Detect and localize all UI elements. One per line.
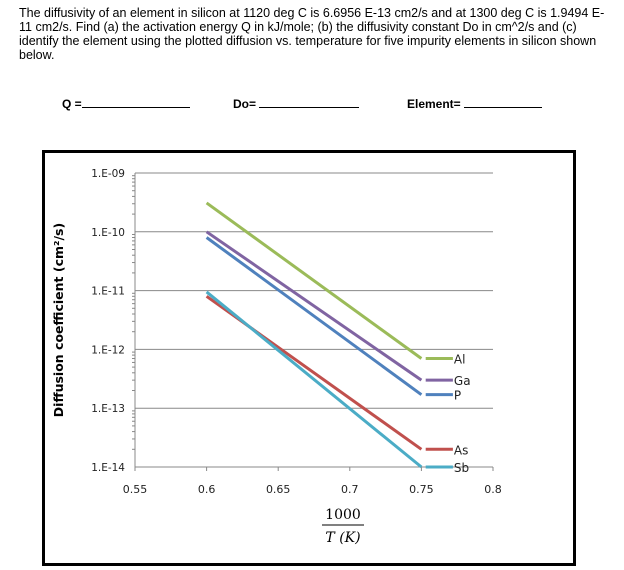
element-blank[interactable] xyxy=(464,96,543,108)
legend-label-As: As xyxy=(454,443,468,457)
chart-frame xyxy=(42,150,576,566)
y-tick-label: 1.E-12 xyxy=(91,344,125,356)
q-label: Q = xyxy=(62,97,82,111)
y-tick-label: 1.E-13 xyxy=(91,403,125,415)
legend-label-Sb: Sb xyxy=(454,461,469,475)
legend-label-P: P xyxy=(454,389,461,403)
do-label: Do= xyxy=(233,97,257,111)
y-tick-label: 1.E-14 xyxy=(91,462,125,474)
y-tick-label: 1.E-10 xyxy=(91,227,125,239)
legend-label-Al: Al xyxy=(454,353,466,367)
element-label: Element= xyxy=(407,97,461,111)
x-tick-label: 0.7 xyxy=(341,483,359,496)
x-label-denominator: T (K) xyxy=(325,530,360,546)
x-tick-label: 0.6 xyxy=(198,483,216,496)
x-tick-label: 0.75 xyxy=(409,483,434,496)
do-answer: Do= xyxy=(233,96,360,111)
series-line-Ga xyxy=(205,230,423,382)
y-axis-label: Diffusion coefficient (cm²/s) xyxy=(51,223,66,417)
q-blank[interactable] xyxy=(81,96,190,108)
y-tick-label: 1.E-09 xyxy=(91,168,125,180)
legend-label-Ga: Ga xyxy=(454,374,471,388)
series-line-P xyxy=(205,236,423,396)
x-tick-label: 0.55 xyxy=(123,483,148,496)
x-tick-label: 0.8 xyxy=(484,483,502,496)
y-tick-label: 1.E-11 xyxy=(91,286,125,298)
q-answer: Q = xyxy=(62,96,190,111)
do-blank[interactable] xyxy=(259,96,360,108)
series-line-Al xyxy=(205,201,423,360)
series-line-Sb xyxy=(205,290,423,469)
x-tick-label: 0.65 xyxy=(266,483,291,496)
question-text: The diffusivity of an element in silicon… xyxy=(19,6,605,62)
element-answer: Element= xyxy=(407,96,543,111)
x-label-numerator: 1000 xyxy=(325,507,361,523)
